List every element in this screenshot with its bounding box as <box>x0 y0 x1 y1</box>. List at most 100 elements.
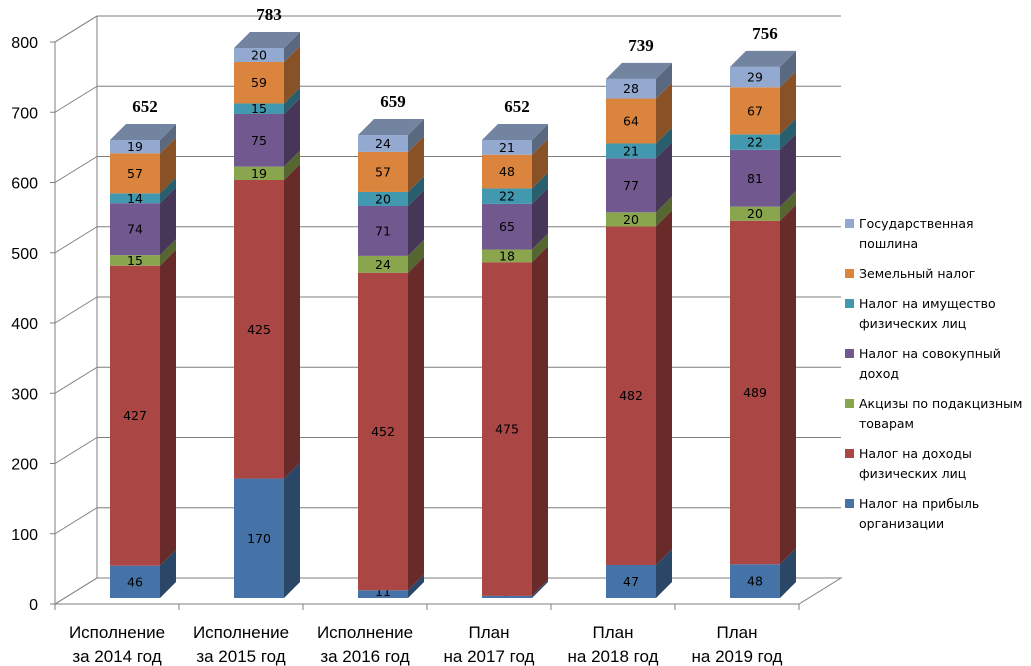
bar-segment <box>482 139 532 155</box>
legend-item: Акцизы по подакцизным товарам <box>845 394 1031 434</box>
data-label: 22 <box>747 135 763 150</box>
bar-top <box>730 50 796 67</box>
bar-segment <box>482 203 532 250</box>
bar-segment <box>606 143 656 159</box>
data-label: 29 <box>747 70 763 85</box>
bar-segment-side <box>284 150 300 181</box>
legend-item: Налог на доходы физических лиц <box>845 444 1031 484</box>
bar-segment-side <box>284 462 300 598</box>
bar-segment-side <box>160 249 176 566</box>
y-tick-label: 600 <box>11 176 38 193</box>
data-label: 67 <box>747 103 763 118</box>
total-label: 756 <box>752 24 778 43</box>
bar-segment <box>234 61 284 104</box>
bar-segment-side <box>656 127 672 159</box>
bar-segment-side <box>780 71 796 135</box>
total-label: 652 <box>504 97 530 116</box>
bar-segment-side <box>160 239 176 266</box>
bar-segment-side <box>656 62 672 99</box>
data-label: 77 <box>623 178 639 193</box>
legend-item: Налог на совокупный доход <box>845 344 1031 384</box>
bar-segment <box>730 66 780 88</box>
data-label: 20 <box>251 47 267 62</box>
data-label: 489 <box>743 385 767 400</box>
legend-item: Государственная пошлина <box>845 214 1031 254</box>
bar-segment <box>482 249 532 263</box>
x-tick-label: План <box>717 623 758 642</box>
x-tick-label: за 2016 год <box>320 647 409 666</box>
legend-swatch <box>845 399 854 408</box>
data-label: 14 <box>127 191 143 206</box>
x-tick-label: Исполнение <box>69 623 165 642</box>
data-label: 48 <box>499 164 515 179</box>
bar-segment <box>358 272 408 591</box>
legend-swatch <box>845 269 854 278</box>
legend-item: Налог на прибыль организации <box>845 494 1031 534</box>
legend-label: Акцизы по подакцизным товарам <box>859 396 1023 431</box>
bar-segment-side <box>408 239 424 273</box>
bar-segment-side <box>408 574 424 598</box>
data-label: 19 <box>251 166 267 181</box>
bar-segment-side <box>284 45 300 104</box>
gridline-side <box>54 156 98 183</box>
data-label: 427 <box>123 408 147 423</box>
bar-segment <box>358 151 408 192</box>
y-tick-label: 200 <box>11 457 38 474</box>
total-label: 652 <box>132 97 158 116</box>
bar-segment <box>482 595 532 598</box>
bar-segment-side <box>656 196 672 227</box>
bar-top <box>482 123 548 140</box>
bar-group: 48 489 20 81 22 67 29 756 <box>730 24 796 598</box>
data-label: 57 <box>375 164 391 179</box>
bar-segment-side <box>656 210 672 565</box>
bar-segment <box>358 255 408 273</box>
x-tick-label: за 2014 год <box>72 647 161 666</box>
bar-segment-side <box>408 135 424 192</box>
legend-label: Налог на совокупный доход <box>859 346 1001 381</box>
bar-segment-side <box>780 190 796 221</box>
legend-label: Налог на имущество физических лиц <box>859 296 996 331</box>
bar-segment-side <box>160 137 176 194</box>
bar-segment-side <box>532 579 548 598</box>
data-label: 48 <box>747 574 763 589</box>
bar-segment-side <box>780 548 796 598</box>
x-tick-label: на 2017 год <box>444 647 535 666</box>
y-tick-label: 0 <box>29 597 38 614</box>
bar-segment <box>234 166 284 181</box>
bar-segment <box>234 180 284 479</box>
bar-segment-side <box>160 177 176 204</box>
data-label: 47 <box>623 574 639 589</box>
y-tick-label: 400 <box>11 316 38 333</box>
bar-segment-side <box>656 142 672 213</box>
y-tick-label: 800 <box>11 35 38 52</box>
bar-segment <box>234 103 284 114</box>
data-label: 64 <box>623 114 639 129</box>
data-label: 81 <box>747 171 763 186</box>
bar-segment <box>358 590 408 598</box>
bar-segment <box>358 135 408 152</box>
bar-group: 46 427 15 74 14 57 19 652 <box>110 97 176 598</box>
bar-segment <box>730 220 780 565</box>
bar-segment <box>110 193 160 204</box>
x-tick-label: за 2015 год <box>196 647 285 666</box>
x-tick-label: на 2019 год <box>692 647 783 666</box>
data-label: 15 <box>127 253 143 268</box>
bar-segment-side <box>780 133 796 207</box>
bar-top <box>358 119 424 136</box>
bar-segment <box>730 134 780 150</box>
data-label: 24 <box>375 257 391 272</box>
bar-segment-side <box>408 190 424 256</box>
bar-segment-side <box>532 246 548 596</box>
bar-segment <box>606 98 656 144</box>
bar-top <box>110 123 176 140</box>
data-label: 28 <box>623 81 639 96</box>
x-tick-label: Исполнение <box>193 623 289 642</box>
bar-segment <box>234 47 284 62</box>
data-label: 75 <box>251 133 267 148</box>
bar-segment-side <box>160 123 176 154</box>
data-label: 170 <box>247 531 271 546</box>
bar-segment <box>234 113 284 167</box>
bar-segment-side <box>408 119 424 152</box>
legend-item: Земельный налог <box>845 264 1031 284</box>
